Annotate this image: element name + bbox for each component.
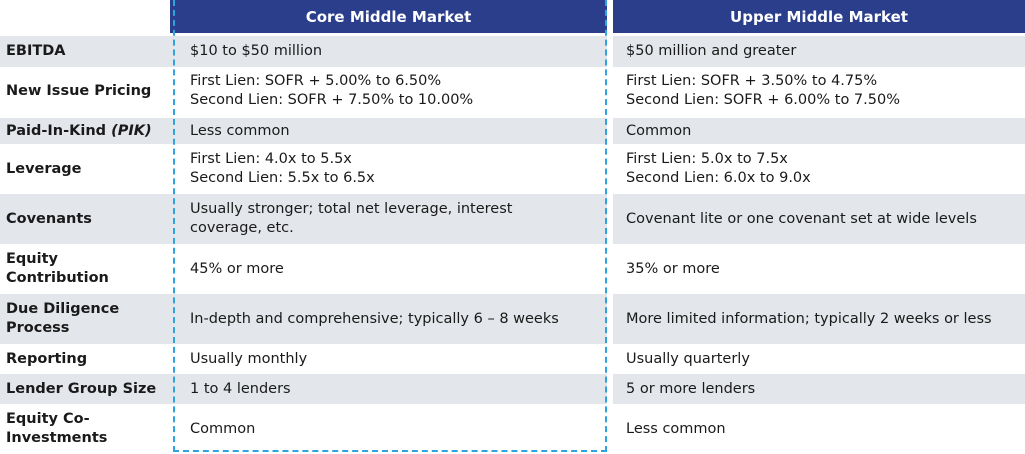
upper-cell: 35% or more [626,260,720,277]
column-gap [607,118,613,144]
table-row: Lender Group Size 1 to 4 lenders 5 or mo… [0,374,1025,404]
core-cell: First Lien: SOFR + 5.00% to 6.50% Second … [190,73,474,108]
upper-cell: $50 million and greater [613,36,1025,67]
upper-cell: First Lien: SOFR + 3.50% to 4.75% Second … [626,73,900,108]
table-row: Reporting Usually monthly Usually quarte… [0,344,1025,374]
column-gap [607,344,613,374]
table-row: Due Diligence Process In-depth and compre… [0,294,1025,344]
core-cell: 1 to 4 lenders [170,374,607,404]
header-blank [0,0,170,33]
upper-cell: Less common [626,420,726,437]
table-row: Paid-In-Kind (PIK) Less common Common [0,118,1025,144]
core-cell: 45% or more [190,260,284,277]
core-cell: Usually stronger; total net leverage, in… [170,194,607,244]
core-cell: First Lien: 4.0x to 5.5x Second Lien: 5.5… [190,151,375,186]
upper-cell: 5 or more lenders [613,374,1025,404]
table-row: EBITDA $10 to $50 million $50 million an… [0,36,1025,67]
column-gap [607,67,613,115]
column-gap [607,0,613,33]
column-gap [607,36,613,67]
column-gap [607,244,613,294]
core-cell: $10 to $50 million [170,36,607,67]
column-gap [607,144,613,194]
row-label: Leverage [6,160,82,177]
row-label: Equity Contribution [6,251,109,286]
table-row: Covenants Usually stronger; total net le… [0,194,1025,244]
spacer [0,33,1025,36]
row-label: EBITDA [0,36,170,67]
row-label: Due Diligence Process [0,294,170,344]
upper-cell: Common [613,118,1025,144]
spacer [0,115,1025,118]
column-gap [607,374,613,404]
upper-cell: Usually quarterly [626,350,750,367]
column-header-core: Core Middle Market [170,0,607,33]
column-gap [607,194,613,244]
column-header-upper: Upper Middle Market [613,0,1025,33]
core-cell: Usually monthly [190,350,308,367]
table-row: New Issue Pricing First Lien: SOFR + 5.0… [0,67,1025,115]
upper-cell: First Lien: 5.0x to 7.5x Second Lien: 6.0… [626,151,811,186]
core-cell: Common [190,420,256,437]
table-row: Equity Co- Investments Common Less common [0,404,1025,454]
core-cell: In-depth and comprehensive; typically 6 … [170,294,607,344]
row-label: Equity Co- Investments [6,411,108,446]
row-label: Lender Group Size [0,374,170,404]
column-gap [607,294,613,344]
upper-cell: More limited information; typically 2 we… [613,294,1025,344]
table-row: Equity Contribution 45% or more 35% or mo… [0,244,1025,294]
table-row: Leverage First Lien: 4.0x to 5.5x Second … [0,144,1025,194]
row-label: Paid-In-Kind (PIK) [0,118,170,144]
row-label: Reporting [6,350,88,367]
row-label: Covenants [0,194,170,244]
upper-cell: Covenant lite or one covenant set at wid… [613,194,1025,244]
row-label: New Issue Pricing [6,82,152,99]
column-gap [607,404,613,454]
core-cell: Less common [170,118,607,144]
